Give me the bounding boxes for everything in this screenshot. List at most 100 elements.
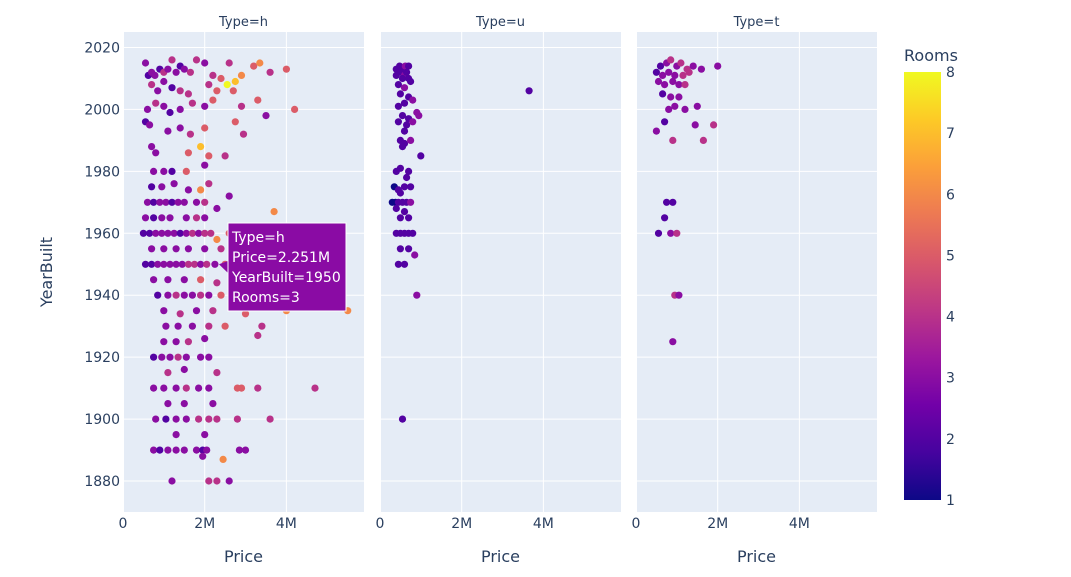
scatter-point[interactable] [663, 198, 671, 206]
scatter-point[interactable] [190, 260, 199, 268]
scatter-point[interactable] [164, 400, 172, 408]
scatter-point[interactable] [398, 415, 407, 423]
scatter-point[interactable] [150, 384, 158, 392]
scatter-point[interactable] [270, 208, 278, 216]
scatter-point[interactable] [156, 198, 164, 206]
scatter-point[interactable] [254, 331, 262, 340]
scatter-point[interactable] [201, 124, 209, 132]
scatter-point[interactable] [241, 446, 250, 454]
scatter-point[interactable] [217, 291, 225, 299]
scatter-point[interactable] [225, 192, 233, 200]
scatter-point[interactable] [148, 260, 156, 268]
scatter-point[interactable] [150, 353, 158, 361]
scatter-point[interactable] [201, 214, 209, 222]
scatter-point[interactable] [669, 338, 677, 346]
scatter-point[interactable] [158, 229, 166, 237]
scatter-point[interactable] [160, 167, 168, 175]
scatter-point[interactable] [188, 322, 196, 330]
scatter-point[interactable] [176, 105, 184, 113]
scatter-point[interactable] [405, 167, 413, 175]
scatter-point[interactable] [205, 415, 213, 423]
scatter-point[interactable] [407, 77, 415, 86]
scatter-point[interactable] [160, 260, 168, 268]
scatter-point[interactable] [699, 136, 708, 144]
scatter-point[interactable] [291, 105, 299, 113]
scatter-point[interactable] [254, 96, 262, 104]
scatter-point[interactable] [184, 90, 192, 98]
scatter-point[interactable] [148, 183, 156, 191]
scatter-point[interactable] [398, 112, 407, 120]
scatter-point[interactable] [201, 335, 209, 343]
scatter-point[interactable] [174, 322, 182, 330]
scatter-point[interactable] [231, 77, 239, 86]
scatter-point[interactable] [415, 112, 423, 120]
scatter-point[interactable] [697, 65, 706, 73]
scatter-point[interactable] [141, 59, 150, 67]
scatter-point[interactable] [180, 400, 188, 408]
scatter-point[interactable] [656, 62, 665, 70]
scatter-point[interactable] [266, 68, 274, 76]
scatter-point[interactable] [154, 260, 162, 268]
scatter-point[interactable] [168, 84, 176, 92]
scatter-point[interactable] [156, 446, 164, 454]
scatter-point[interactable] [195, 384, 203, 392]
scatter-point[interactable] [219, 455, 227, 463]
scatter-point[interactable] [671, 71, 679, 79]
scatter-point[interactable] [209, 71, 217, 79]
scatter-point[interactable] [213, 87, 221, 95]
scatter-point[interactable] [203, 446, 211, 454]
scatter-point[interactable] [665, 68, 673, 76]
scatter-point[interactable] [665, 105, 673, 113]
scatter-point[interactable] [394, 102, 402, 110]
scatter-point[interactable] [394, 118, 402, 126]
scatter-point[interactable] [168, 167, 176, 175]
scatter-point[interactable] [675, 93, 683, 101]
scatter-point[interactable] [213, 415, 221, 423]
scatter-point[interactable] [217, 245, 225, 253]
scatter-point[interactable] [405, 62, 413, 70]
scatter-point[interactable] [197, 143, 205, 151]
scatter-point[interactable] [184, 260, 192, 268]
scatter-point[interactable] [213, 279, 221, 287]
scatter-point[interactable] [403, 173, 411, 182]
scatter-point[interactable] [197, 276, 205, 284]
scatter-point[interactable] [654, 77, 663, 86]
scatter-point[interactable] [223, 81, 231, 89]
scatter-point[interactable] [174, 353, 182, 361]
scatter-point[interactable] [148, 245, 156, 253]
scatter-point[interactable] [525, 87, 533, 95]
scatter-point[interactable] [237, 71, 246, 79]
scatter-point[interactable] [160, 77, 168, 86]
scatter-point[interactable] [652, 127, 661, 135]
scatter-point[interactable] [661, 118, 669, 126]
scatter-point[interactable] [197, 353, 205, 361]
scatter-point[interactable] [407, 136, 415, 144]
scatter-point[interactable] [693, 102, 701, 110]
scatter-point[interactable] [396, 214, 404, 222]
scatter-point[interactable] [229, 87, 237, 95]
scatter-point[interactable] [160, 338, 168, 346]
scatter-point[interactable] [188, 99, 196, 107]
scatter-point[interactable] [675, 81, 683, 89]
scatter-point[interactable] [176, 124, 184, 132]
scatter-point[interactable] [151, 71, 159, 79]
scatter-point[interactable] [266, 415, 274, 423]
scatter-point[interactable] [262, 112, 270, 120]
scatter-point[interactable] [407, 183, 415, 191]
scatter-point[interactable] [201, 229, 209, 237]
scatter-point[interactable] [256, 59, 264, 67]
scatter-point[interactable] [184, 338, 192, 346]
scatter-point[interactable] [671, 102, 679, 110]
scatter-point[interactable] [152, 99, 160, 107]
scatter-point[interactable] [180, 276, 188, 284]
scatter-point[interactable] [282, 65, 290, 73]
scatter-point[interactable] [164, 229, 172, 237]
scatter-point[interactable] [205, 477, 213, 485]
scatter-point[interactable] [192, 214, 201, 222]
scatter-point[interactable] [400, 84, 409, 92]
scatter-point[interactable] [714, 62, 722, 70]
scatter-point[interactable] [160, 245, 168, 253]
scatter-point[interactable] [172, 446, 180, 454]
scatter-point[interactable] [192, 446, 201, 454]
scatter-point[interactable] [180, 291, 188, 299]
